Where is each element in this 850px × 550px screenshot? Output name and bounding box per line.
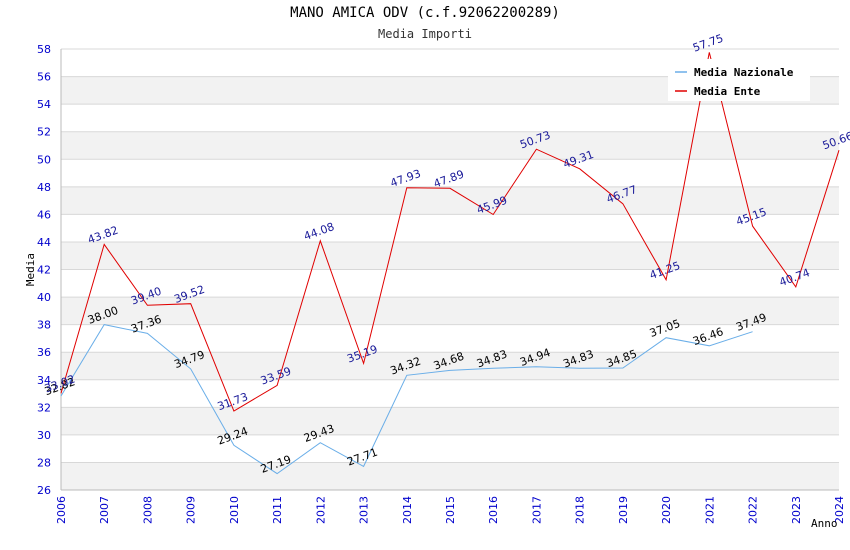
y-tick-28: 28 [37,456,51,469]
band-48 [61,159,839,187]
x-tick-2019: 2019 [617,496,630,524]
x-axis-label: Anno [811,517,838,530]
y-tick-44: 44 [37,236,51,249]
band-52 [61,104,839,132]
chart-title: MANO AMICA ODV (c.f.92062200289) [290,5,560,21]
y-tick-48: 48 [37,181,51,194]
x-tick-2007: 2007 [98,496,111,524]
x-tick-2022: 2022 [747,496,760,524]
y-tick-38: 38 [37,319,51,332]
band-34 [61,352,839,380]
x-tick-2018: 2018 [574,496,587,524]
y-tick-32: 32 [37,401,51,414]
band-40 [61,269,839,298]
series-line-media-ente [60,52,840,412]
x-tick-2015: 2015 [444,496,457,524]
series-line-media-nazionale [60,324,753,475]
x-tick-2013: 2013 [358,496,371,524]
band-46 [61,186,839,215]
band-30 [61,407,839,435]
y-tick-30: 30 [37,429,51,442]
y-tick-26: 26 [37,484,51,497]
y-axis-label: Media [24,253,37,286]
x-tick-2021: 2021 [703,496,716,524]
y-tick-42: 42 [37,264,51,277]
x-tick-2012: 2012 [314,496,327,524]
y-tick-56: 56 [37,71,51,84]
legend: Media Nazionale Media Ente [668,59,810,101]
x-tick-2009: 2009 [185,496,198,524]
y-tick-labels: 26 28 30 32 34 36 38 40 42 44 46 48 50 52 54 56 58 [37,43,51,497]
y-tick-34: 34 [37,374,51,387]
axes [60,49,839,491]
x-tick-2010: 2010 [228,496,241,524]
background-bands [61,49,839,490]
band-38 [61,297,839,325]
band-28 [61,434,839,463]
legend-label-media-ente: Media Ente [694,85,761,98]
x-tick-2017: 2017 [530,496,543,524]
y-tick-52: 52 [37,126,51,139]
x-tick-2023: 2023 [790,496,803,524]
band-42 [61,241,839,270]
x-tick-2011: 2011 [271,496,284,524]
x-tick-2008: 2008 [141,496,154,524]
y-tick-54: 54 [37,98,51,111]
gridlines [61,48,839,491]
band-44 [61,214,839,242]
band-36 [61,324,839,353]
y-tick-40: 40 [37,291,51,304]
x-tick-2024: 2024 [833,496,846,524]
legend-background [668,59,810,101]
band-32 [61,379,839,408]
x-tick-2006: 2006 [55,496,68,524]
band-50 [61,131,839,160]
y-tick-50: 50 [37,153,51,166]
y-tick-46: 46 [37,208,51,221]
x-tick-labels: 2006 2007 2008 2009 2010 2011 2012 2013 2014 2015… [55,496,846,524]
y-tick-36: 36 [37,346,51,359]
legend-label-media-nazionale: Media Nazionale [694,66,794,79]
chart-subtitle: Media Importi [378,27,472,41]
x-tick-2016: 2016 [487,496,500,524]
band-26 [61,462,839,490]
x-tick-2014: 2014 [401,496,414,524]
y-tick-58: 58 [37,43,51,56]
series-lines [60,52,840,475]
x-tick-2020: 2020 [660,496,673,524]
